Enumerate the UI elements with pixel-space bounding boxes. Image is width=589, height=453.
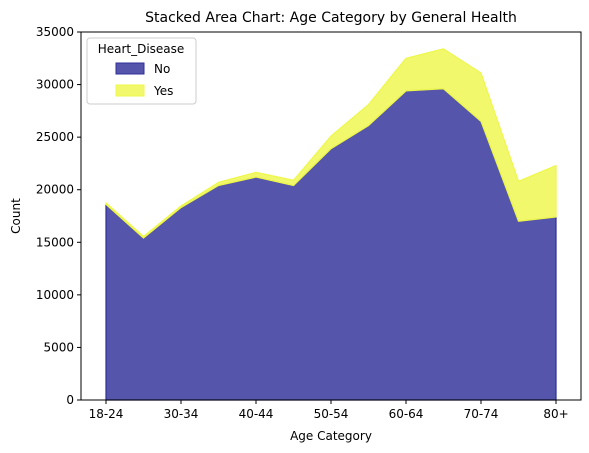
legend-label-yes: Yes [153,84,173,98]
legend: Heart_Disease No Yes [86,37,197,105]
x-tick-label: 60-64 [389,407,424,421]
y-tick-label: 35000 [36,25,74,39]
y-tick-label: 5000 [43,340,74,354]
legend-swatch-yes [115,84,145,97]
x-tick-label: 50-54 [314,407,349,421]
x-tick-label: 30-34 [164,407,199,421]
y-tick-label: 25000 [36,130,74,144]
chart-title: Stacked Area Chart: Age Category by Gene… [145,10,517,26]
y-tick-label: 30000 [36,78,74,92]
y-tick-label: 10000 [36,288,74,302]
legend-label-no: No [154,62,170,76]
legend-title: Heart_Disease [98,42,185,56]
x-axis-title: Age Category [290,429,372,443]
y-axis-title: Count [9,198,23,234]
x-tick-label: 40-44 [239,407,274,421]
y-tick-label: 0 [66,393,74,407]
y-tick-label: 20000 [36,183,74,197]
y-tick-label: 15000 [36,235,74,249]
area-series-yes [105,48,557,239]
legend-swatch-no [115,62,145,75]
x-tick-label: 18-24 [89,407,124,421]
x-tick-label: 80+ [543,407,568,421]
x-tick-label: 70-74 [464,407,499,421]
